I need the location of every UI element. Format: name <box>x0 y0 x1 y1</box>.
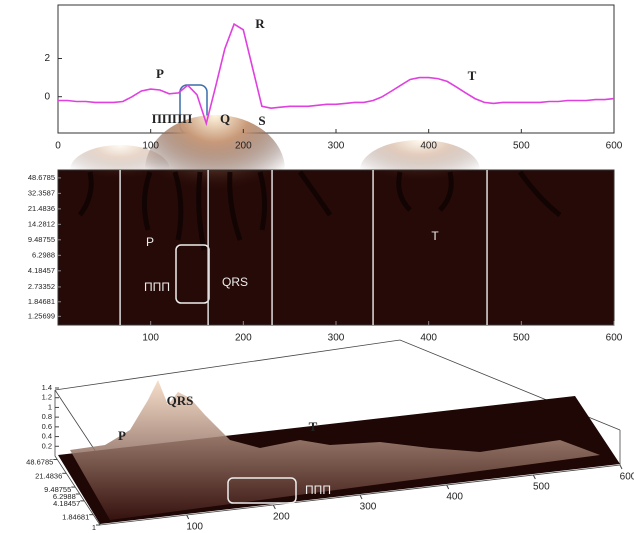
y-tick-label: 0 <box>44 91 50 102</box>
surface <box>70 380 600 520</box>
x-tick-label: 100 <box>142 141 159 152</box>
x-tick-label: 200 <box>273 512 290 523</box>
y-tick-label: 32.3587 <box>28 188 55 197</box>
annotation: T <box>309 419 318 434</box>
z-tick-label: 1.2 <box>42 393 52 402</box>
annotation: S <box>258 113 265 128</box>
annotation: ΠΠΠ <box>144 280 170 294</box>
z-tick-label: 1 <box>48 402 52 411</box>
x-tick <box>359 494 363 500</box>
y-tick-label: 1.84681 <box>62 513 89 522</box>
x-tick-label: 300 <box>360 502 377 513</box>
y-tick-label: 2 <box>44 53 50 64</box>
y-tick-label: 1.25699 <box>28 311 55 320</box>
y-tick-label: 9.48755 <box>44 485 71 494</box>
noise-box <box>175 244 210 304</box>
x-tick-label: 300 <box>328 333 345 344</box>
y-tick-label: 21.4836 <box>35 471 62 480</box>
y-tick-label: 1.84681 <box>28 297 55 306</box>
x-tick-label: 300 <box>328 141 345 152</box>
z-tick-label: 1.4 <box>42 383 52 392</box>
x-tick-label: 500 <box>513 333 530 344</box>
x-tick-label: 200 <box>235 141 252 152</box>
noise-box <box>227 477 297 504</box>
y-tick-label: 1 <box>92 523 96 532</box>
x-tick <box>186 514 190 520</box>
ecg-line <box>58 22 615 127</box>
annotation: T <box>431 229 439 243</box>
x-tick-label: 100 <box>142 333 159 344</box>
x-tick-label: 600 <box>620 472 634 483</box>
y-tick-label: 4.18457 <box>28 266 55 275</box>
y-tick-label: 2.73352 <box>28 282 55 291</box>
x-tick <box>446 484 450 490</box>
z-tick-label: 0.8 <box>42 412 52 421</box>
y-tick-label: 6.2988 <box>53 492 76 501</box>
x-tick <box>532 474 536 480</box>
annotation: QRS <box>167 393 194 408</box>
x-tick-label: 500 <box>513 141 530 152</box>
annotation: R <box>255 16 265 31</box>
y-tick-label: 9.48755 <box>28 235 55 244</box>
x-tick-label: 200 <box>235 333 252 344</box>
y-tick-label: 48.6785 <box>28 173 55 182</box>
x-tick-label: 500 <box>533 482 550 493</box>
y-tick-label: 4.18457 <box>53 499 80 508</box>
x-tick-label: 400 <box>420 333 437 344</box>
x-tick-label: 100 <box>186 522 203 533</box>
x-tick-label: 400 <box>420 141 437 152</box>
annotation: ΠΠΠ <box>305 483 331 497</box>
z-tick-label: 0.6 <box>42 422 52 431</box>
z-tick-label: 0.2 <box>42 441 52 450</box>
x-tick-label: 0 <box>55 141 61 152</box>
y-tick-label: 48.6785 <box>26 458 53 467</box>
scalogram <box>58 170 614 325</box>
annotation: P <box>118 428 126 443</box>
plot-frame <box>57 4 615 134</box>
y-tick-label: 21.4836 <box>28 204 55 213</box>
y-tick-label: 14.2812 <box>28 219 55 228</box>
annotation: ΠΠΠΠ <box>152 111 192 126</box>
annotation: P <box>156 66 164 81</box>
annotation: Q <box>220 111 230 126</box>
x-tick <box>272 504 276 510</box>
x-tick <box>619 464 623 470</box>
y-tick-label: 6.2988 <box>32 250 55 259</box>
x-tick-label: 600 <box>606 333 623 344</box>
annotation: P <box>146 235 154 249</box>
annotation: T <box>468 68 477 83</box>
x-tick-label: 400 <box>446 492 463 503</box>
annotation: QRS <box>222 275 248 289</box>
z-tick-label: 0.4 <box>42 432 52 441</box>
x-tick-label: 600 <box>606 141 623 152</box>
scalogram-ridges <box>77 170 562 251</box>
